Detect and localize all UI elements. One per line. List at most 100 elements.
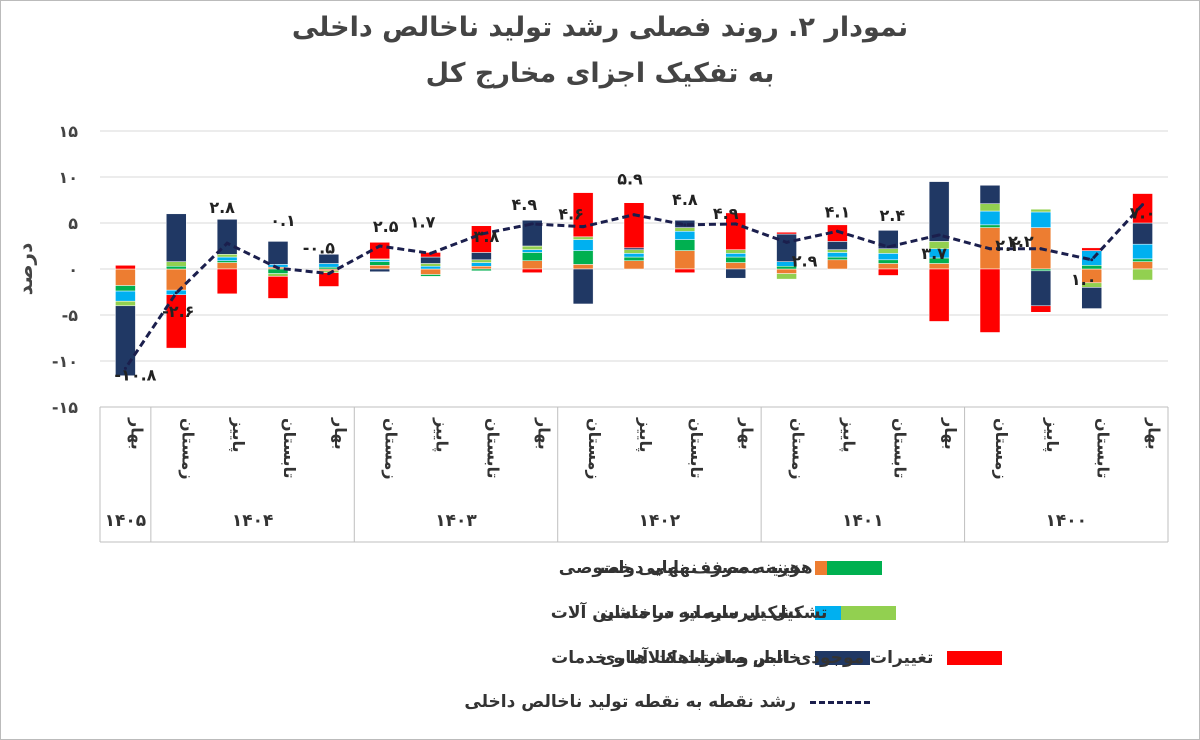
bar-segment (216, 254, 238, 258)
bar-segment (674, 250, 696, 270)
legend-label: خالص صادرات کالاها و خدمات (551, 648, 801, 668)
bar-segment (1030, 305, 1052, 313)
x-year-label: ۱۴۰۵ (105, 511, 147, 531)
legend-item-construction-investment: تشکیل سرمایه در ساختمان (600, 603, 897, 623)
bar-segment (623, 253, 645, 258)
bar-segment (878, 259, 899, 264)
bar-segment (1030, 268, 1052, 272)
bar-segment (267, 276, 289, 299)
bar-segment (827, 252, 848, 258)
bar-segment (623, 260, 645, 270)
bar-segment (267, 273, 289, 277)
x-category-label: تابستان (890, 418, 909, 479)
x-year-label: ۱۴۰۰ (1046, 511, 1088, 531)
bar-segment (216, 262, 238, 270)
bar-segment (115, 300, 136, 307)
legend-label: تشکیل سرمایه در ماشین آلات (550, 603, 801, 623)
bar-segment (725, 268, 746, 279)
gdp-point (835, 229, 839, 233)
bar-segment (572, 250, 594, 265)
gdp-point (429, 251, 433, 255)
bar-segment (979, 268, 1001, 333)
gdp-data-label: ۵.۹ (617, 170, 643, 189)
bar-segment (420, 256, 441, 264)
bar-segment (115, 268, 136, 286)
bar-segment (623, 247, 645, 250)
bar-segment (522, 249, 543, 253)
gdp-point (785, 240, 789, 244)
bar-segment (420, 265, 441, 270)
gdp-data-label: ۳.۷ (921, 244, 947, 263)
bar-segment (166, 265, 187, 270)
gdp-data-label: ۳.۸ (474, 227, 500, 246)
bar-segment (115, 290, 136, 302)
bar-segment (471, 262, 492, 267)
bar-segment (1132, 268, 1153, 281)
bar-segment (1030, 208, 1052, 213)
bar-segment (623, 202, 645, 249)
y-axis-label: درصد (13, 243, 37, 296)
x-year-label: ۱۴۰۲ (639, 511, 681, 531)
bar-segment (1030, 270, 1052, 307)
x-category-label: بهار (738, 417, 757, 450)
bar-segment (674, 227, 696, 232)
gdp-data-label: ۱.۷ (410, 212, 436, 231)
bar-segment (674, 239, 696, 251)
bar-segment (166, 261, 187, 267)
gdp-data-label: -۱۰.۸ (114, 365, 156, 384)
bar-segment (318, 263, 340, 268)
legend-swatch (841, 606, 897, 620)
bar-segment (369, 268, 390, 273)
chart-subtitle: به تفکیک اجزای مخارج کل (425, 58, 775, 89)
bar-segment (166, 213, 187, 262)
bar-segment (115, 305, 136, 376)
gdp-data-label: ۴.۱ (825, 202, 851, 221)
bar-segment (572, 192, 594, 238)
x-category-label: تابستان (280, 418, 299, 479)
x-category-label: زمستان (382, 418, 401, 480)
x-category-label: بهار (1145, 417, 1164, 450)
x-category-label: پاییز (1042, 417, 1062, 453)
gdp-point (683, 223, 687, 227)
bar-segment (369, 261, 390, 266)
legend-label: تغییرات موجودی انبار و اشتباهات آماری (600, 648, 934, 668)
bar-segment (216, 260, 238, 263)
bar-segment (827, 259, 848, 270)
gdp-data-label: ۴.۸ (672, 190, 698, 209)
bar-segment (471, 252, 492, 261)
x-category-label: زمستان (992, 418, 1011, 480)
bar-segment (572, 264, 594, 270)
x-category-label: پاییز (635, 417, 655, 453)
y-tick-label: -۵ (62, 306, 79, 325)
bar-segment (827, 249, 848, 253)
legend-item-gdp-growth-line: رشد نقطه به نقطه تولید ناخالص داخلی (464, 692, 870, 712)
bar-segment (827, 256, 848, 261)
gdp-point (276, 266, 280, 270)
bar-segment (1132, 222, 1153, 245)
bar-segment (979, 203, 1001, 212)
x-category-label: پاییز (432, 417, 452, 453)
gdp-data-label: ۲.۲ (995, 236, 1021, 255)
bar-segment (522, 260, 543, 270)
x-category-label: تابستان (687, 418, 706, 479)
bar-segment (776, 273, 797, 280)
x-year-label: ۱۴۰۱ (842, 511, 884, 531)
bar-segment (1081, 247, 1102, 251)
bar-segment (979, 224, 1001, 228)
bar-segment (216, 268, 238, 295)
bar-segment (369, 265, 390, 270)
gdp-point (225, 241, 229, 245)
bar-segment (572, 239, 594, 251)
bar-segment (623, 249, 645, 254)
legend-item-inventory-changes: تغییرات موجودی انبار و اشتباهات آماری (600, 648, 1003, 668)
gdp-point (174, 291, 178, 295)
bar-segment (1132, 261, 1153, 270)
bar-segment (420, 263, 441, 267)
gdp-data-label: ۲.۲ (1008, 232, 1034, 251)
gdp-data-label: ۲.۸ (209, 198, 235, 217)
bar-segment (776, 231, 797, 235)
x-year-label: ۱۴۰۳ (435, 511, 477, 531)
gdp-point (581, 225, 585, 229)
bar-segment (522, 219, 543, 247)
gdp-point (734, 222, 738, 226)
